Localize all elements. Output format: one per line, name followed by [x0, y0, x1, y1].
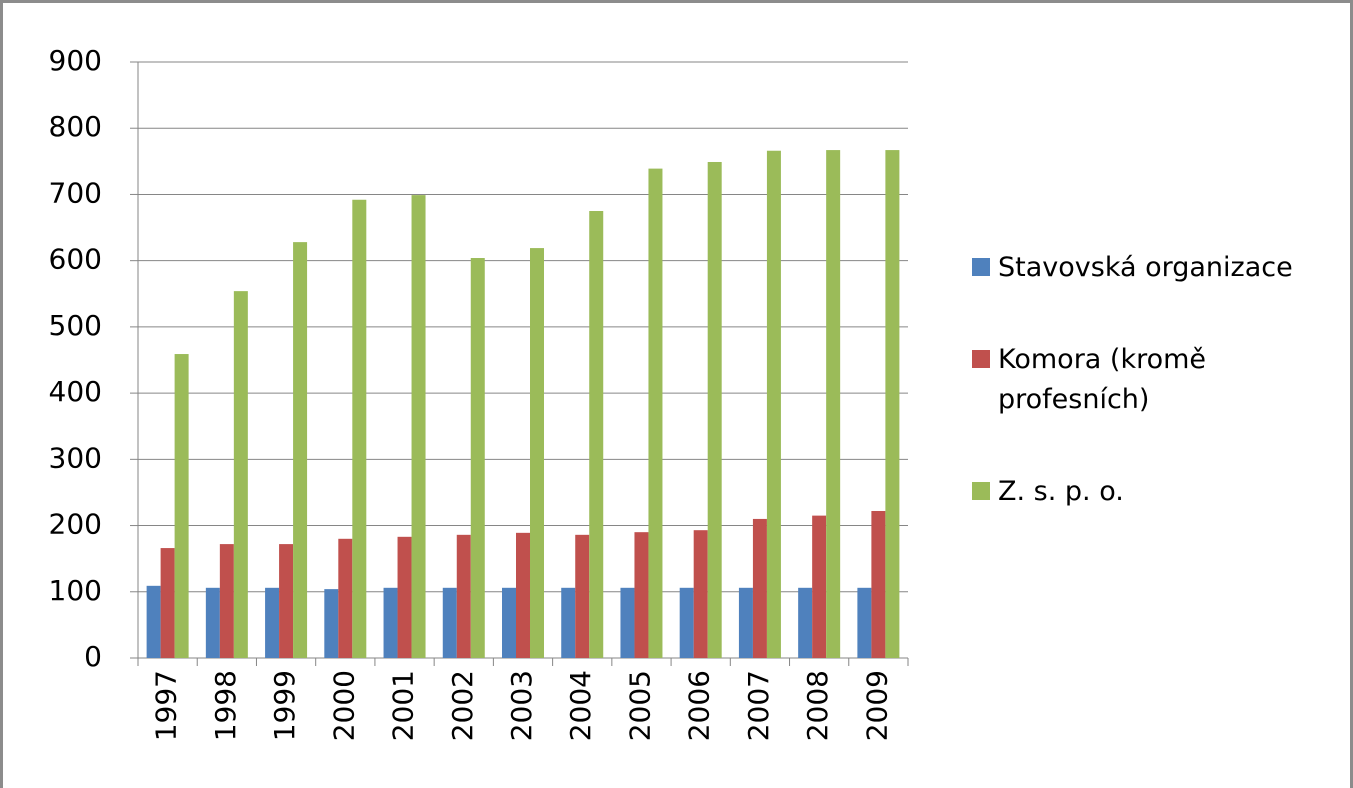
y-tick-label: 100 — [49, 574, 102, 607]
bar — [502, 587, 516, 658]
bar — [146, 585, 161, 658]
x-tick-label: 2003 — [505, 670, 538, 741]
bar — [693, 530, 708, 658]
bar — [798, 587, 813, 658]
x-tick-label: 1998 — [209, 670, 242, 741]
bar — [707, 161, 722, 659]
bar — [219, 544, 234, 658]
bar — [826, 150, 841, 658]
y-tick-label: 600 — [49, 243, 102, 276]
bar — [766, 150, 781, 658]
x-tick-label: 2004 — [564, 670, 597, 741]
bar — [233, 291, 248, 658]
legend-item: Komora (kromě profesních) — [972, 340, 1342, 420]
bar — [648, 168, 663, 658]
bar — [885, 150, 900, 658]
bar — [857, 587, 872, 658]
x-tick-label: 2001 — [387, 670, 420, 741]
bar — [160, 548, 175, 658]
bar — [265, 587, 280, 658]
legend-label: Z. s. p. o. — [998, 476, 1124, 507]
bar — [575, 534, 590, 658]
bar — [561, 587, 576, 658]
x-tick-label: 2005 — [623, 670, 656, 741]
x-tick-label: 2000 — [327, 670, 360, 741]
bar — [679, 587, 694, 658]
bar — [293, 242, 308, 658]
x-tick-label: 2008 — [801, 670, 834, 741]
bar — [620, 587, 635, 658]
x-tick-label: 2002 — [446, 670, 479, 741]
x-tick-label: 2009 — [860, 670, 893, 741]
bar — [516, 532, 530, 658]
legend-label: Stavovská organizace — [998, 252, 1293, 283]
bar — [279, 544, 294, 658]
y-tick-label: 300 — [49, 441, 102, 474]
bar — [589, 211, 604, 658]
bar — [456, 534, 471, 658]
bar — [871, 510, 886, 658]
bar — [738, 587, 753, 658]
x-tick-label: 1997 — [150, 670, 183, 741]
legend-item: Z. s. p. o. — [972, 472, 1342, 512]
x-tick-label: 1999 — [268, 670, 301, 741]
bar — [174, 354, 189, 658]
bar — [397, 536, 412, 658]
bar — [205, 587, 220, 658]
y-tick-label: 200 — [49, 508, 102, 541]
bar — [812, 515, 827, 658]
bar — [530, 248, 544, 658]
legend: Stavovská organizace Komora (kromě profes… — [972, 248, 1342, 564]
bar — [752, 518, 767, 658]
legend-label: Komora (kromě profesních) — [998, 344, 1207, 415]
bar — [634, 532, 649, 658]
bar — [411, 195, 426, 658]
y-tick-label: 0 — [84, 640, 102, 673]
bar — [324, 589, 339, 658]
legend-swatch — [972, 258, 990, 276]
x-tick-label: 2006 — [683, 670, 716, 741]
bar — [383, 587, 398, 658]
y-tick-label: 900 — [49, 44, 102, 77]
bar — [470, 258, 485, 658]
y-tick-label: 500 — [49, 309, 102, 342]
legend-item: Stavovská organizace — [972, 248, 1342, 288]
legend-swatch — [972, 482, 990, 500]
y-tick-label: 800 — [49, 110, 102, 143]
y-tick-label: 400 — [49, 375, 102, 408]
y-tick-label: 700 — [49, 176, 102, 209]
legend-swatch — [972, 350, 990, 368]
bar — [338, 538, 353, 658]
x-tick-label: 2007 — [742, 670, 775, 741]
bar — [352, 199, 367, 658]
bar — [442, 587, 457, 658]
